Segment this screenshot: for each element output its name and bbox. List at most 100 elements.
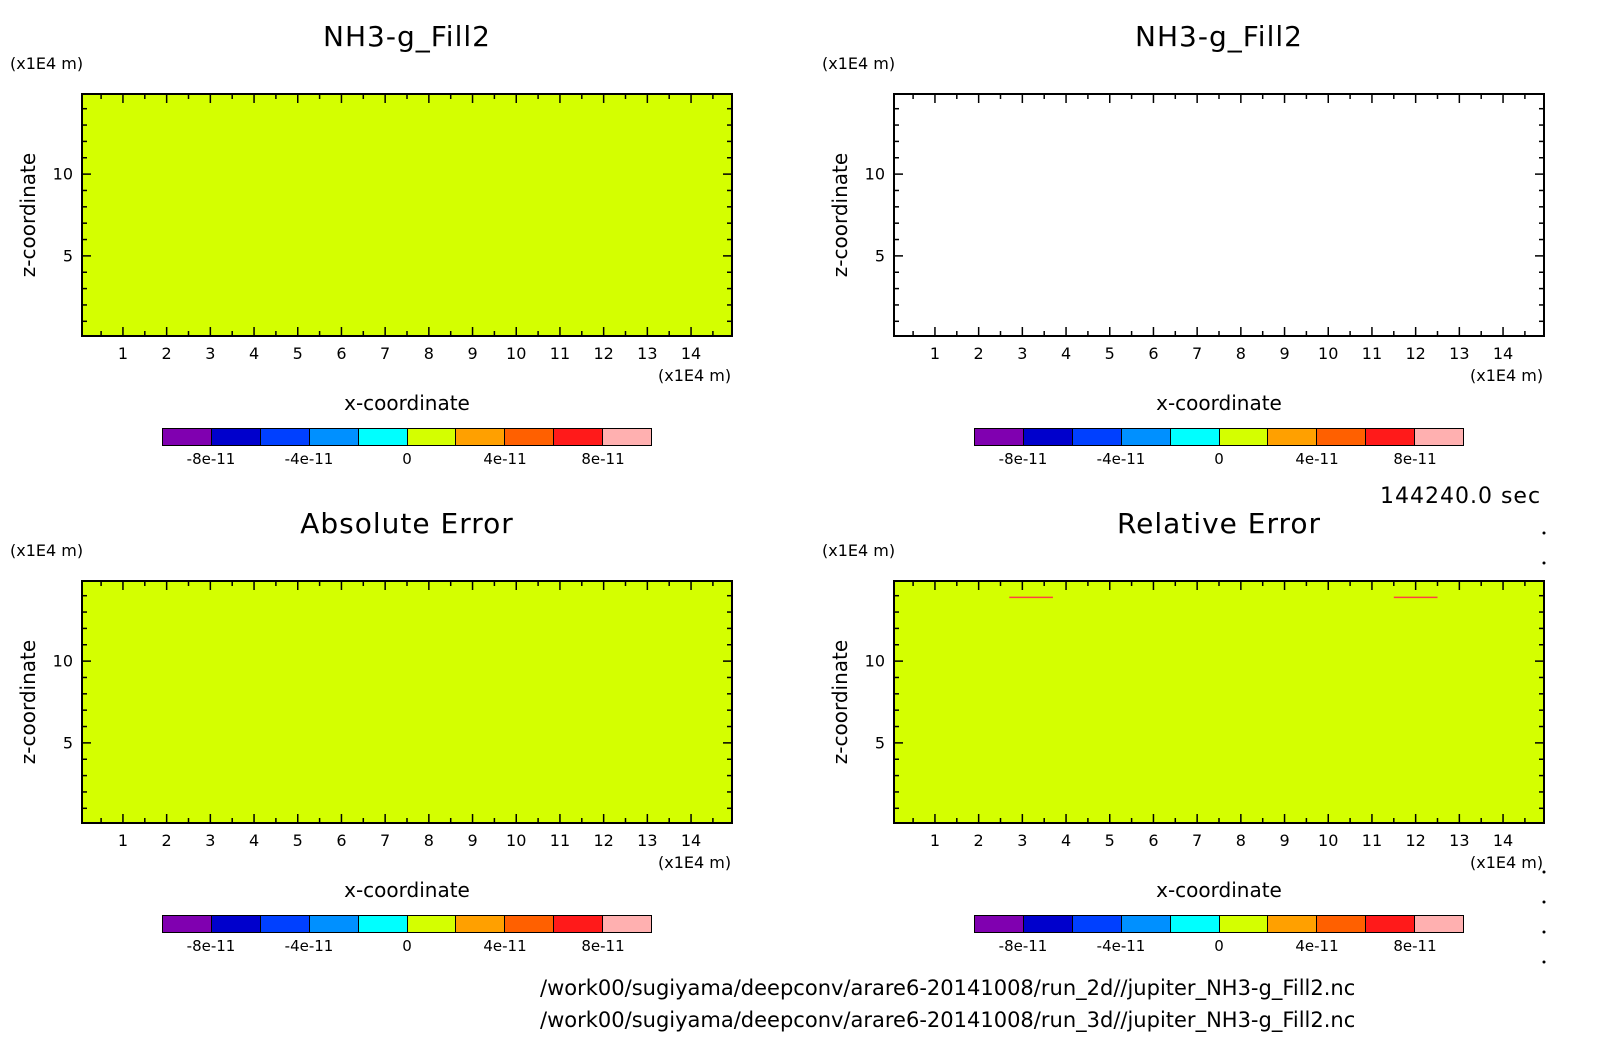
- colorbar-segment: [603, 916, 652, 932]
- colorbar-segment: [260, 916, 310, 932]
- x-tick-label: 13: [1449, 344, 1470, 363]
- colorbar-tick-label: 0: [402, 450, 412, 468]
- colorbar-segment: [975, 916, 1024, 932]
- x-axis-unit: (x1E4 m): [658, 853, 732, 872]
- x-tick-label: 7: [380, 831, 391, 850]
- colorbar-tick-label: 8e-11: [581, 937, 625, 955]
- x-tick-label: 8: [423, 831, 434, 850]
- x-axis-label: x-coordinate: [1156, 391, 1282, 415]
- x-tick-label: 8: [1235, 344, 1246, 363]
- colorbar-segment: [163, 429, 212, 445]
- colorbar-segment: [211, 429, 261, 445]
- chart-title: NH3-g_Fill2: [323, 20, 491, 53]
- x-tick-label: 4: [248, 344, 260, 363]
- y-axis-unit: (x1E4 m): [822, 54, 896, 73]
- y-tick-label: 5: [874, 246, 885, 266]
- colorbar-tick-label: -8e-11: [186, 937, 236, 955]
- x-tick-label: 5: [1104, 831, 1115, 850]
- colorbar-segment: [1415, 429, 1464, 445]
- colorbar-segment: [1023, 429, 1073, 445]
- x-axis-unit: (x1E4 m): [658, 366, 732, 385]
- colorbar-segment: [975, 429, 1024, 445]
- colorbar-segment: [1317, 429, 1367, 445]
- colorbar-segment: [163, 916, 212, 932]
- colorbar-tick-label: 4e-11: [483, 937, 527, 955]
- colorbar-tick-label: -4e-11: [1096, 937, 1146, 955]
- colorbar-segment: [1268, 429, 1318, 445]
- colorbar-tick-label: -8e-11: [998, 937, 1048, 955]
- colorbar-tick-label: 4e-11: [483, 450, 527, 468]
- x-tick-label: 10: [1318, 831, 1339, 850]
- y-axis-unit: (x1E4 m): [10, 54, 84, 73]
- y-axis-label: z-coordinate: [16, 639, 40, 765]
- y-tick-label: 10: [52, 651, 73, 671]
- colorbar-segment: [1170, 916, 1220, 932]
- x-tick-label: 11: [1361, 344, 1383, 363]
- x-tick-label: 9: [1279, 344, 1290, 363]
- x-tick-label: 11: [1361, 831, 1383, 850]
- colorbar-tick-label: -4e-11: [284, 450, 334, 468]
- x-tick-label: 8: [1235, 831, 1246, 850]
- x-tick-label: 9: [1279, 831, 1290, 850]
- colorbar-segment: [1415, 916, 1464, 932]
- plot-area: [893, 580, 1545, 824]
- x-tick-label: 12: [1405, 831, 1426, 850]
- y-tick-label: 5: [874, 733, 885, 753]
- time-label: 144240.0 sec: [1380, 484, 1542, 509]
- colorbar-segment: [603, 429, 652, 445]
- colorbar-tick-label: -8e-11: [998, 450, 1048, 468]
- x-axis-unit: (x1E4 m): [1470, 853, 1544, 872]
- x-tick-label: 9: [467, 344, 478, 363]
- colorbar-segment: [554, 916, 604, 932]
- x-tick-label: 2: [973, 831, 984, 850]
- y-tick-label: 5: [62, 733, 73, 753]
- x-tick-label: 2: [973, 344, 984, 363]
- colorbar-segment: [1072, 916, 1122, 932]
- x-tick-label: 13: [637, 344, 658, 363]
- x-tick-label: 11: [549, 831, 571, 850]
- colorbar-segment: [456, 429, 506, 445]
- x-tick-label: 12: [593, 344, 614, 363]
- x-tick-label: 4: [1060, 831, 1072, 850]
- plot-area: [893, 93, 1545, 337]
- colorbar-tick-label: 8e-11: [1393, 937, 1437, 955]
- colorbar-tick-label: -4e-11: [1096, 450, 1146, 468]
- x-tick-label: 10: [506, 344, 527, 363]
- x-tick-label: 5: [292, 831, 303, 850]
- colorbar-segment: [211, 916, 261, 932]
- colorbar-tick-label: -8e-11: [186, 450, 236, 468]
- colorbar-segment: [456, 916, 506, 932]
- chart-title: NH3-g_Fill2: [1135, 20, 1303, 53]
- x-tick-label: 14: [680, 344, 702, 363]
- colorbar-tick-label: -4e-11: [284, 937, 334, 955]
- x-tick-label: 3: [205, 831, 216, 850]
- x-axis-label: x-coordinate: [1156, 878, 1282, 902]
- x-tick-label: 13: [1449, 831, 1470, 850]
- x-tick-label: 14: [1492, 344, 1514, 363]
- x-tick-label: 12: [593, 831, 614, 850]
- colorbar-tick-label: 8e-11: [581, 450, 625, 468]
- x-tick-label: 4: [1060, 344, 1072, 363]
- colorbar-segment: [505, 429, 555, 445]
- y-axis-unit: (x1E4 m): [10, 541, 84, 560]
- colorbar-tick-label: 4e-11: [1295, 937, 1339, 955]
- colorbar-segment: [1268, 916, 1318, 932]
- x-tick-label: 10: [1318, 344, 1339, 363]
- colorbar-segment: [1170, 429, 1220, 445]
- y-axis-label: z-coordinate: [16, 152, 40, 278]
- y-axis-label: z-coordinate: [828, 639, 852, 765]
- y-tick-label: 5: [62, 246, 73, 266]
- colorbar-segment: [505, 916, 555, 932]
- colorbar-tick-label: 0: [1214, 450, 1224, 468]
- colorbar-segment: [1121, 916, 1171, 932]
- x-tick-label: 2: [161, 344, 172, 363]
- colorbar-segment: [1072, 429, 1122, 445]
- x-tick-label: 7: [1192, 344, 1203, 363]
- colorbar-segment: [1121, 429, 1171, 445]
- plot-area: [81, 93, 733, 337]
- x-axis-label: x-coordinate: [344, 391, 470, 415]
- x-tick-label: 3: [1017, 344, 1028, 363]
- y-axis-unit: (x1E4 m): [822, 541, 896, 560]
- y-tick-label: 10: [864, 164, 885, 184]
- colorbar-segment: [1317, 916, 1367, 932]
